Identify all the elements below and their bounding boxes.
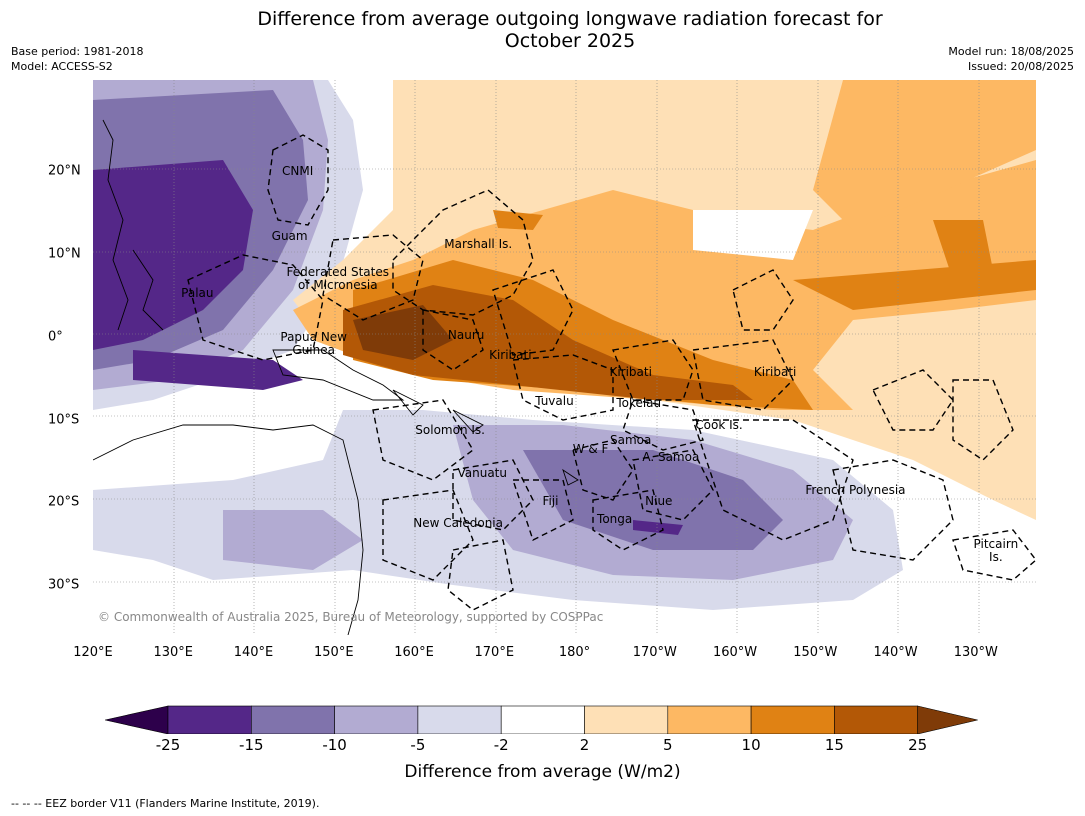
longitude-tick: 170°W xyxy=(632,645,677,660)
colorbar-tick: -15 xyxy=(239,736,264,754)
colorbar-segment xyxy=(500,705,585,734)
region-label: Tuvalu xyxy=(535,393,574,408)
region-label: Guinea xyxy=(292,343,335,358)
longitude-tick: 120°E xyxy=(73,645,113,660)
region-label: Marshall Is. xyxy=(444,237,513,251)
colorbar-tick: -25 xyxy=(155,736,181,754)
colorbar-segment xyxy=(334,705,419,734)
latitude-tick: 10°S xyxy=(48,412,80,428)
colorbar-tick: 10 xyxy=(741,736,761,754)
issued-text: Issued: 20/08/2025 xyxy=(967,60,1074,73)
longitude-tick: 150°W xyxy=(793,645,838,660)
colorbar-segment xyxy=(584,705,669,734)
region-label: Samoa xyxy=(610,433,652,448)
longitude-tick: 160°E xyxy=(394,645,434,660)
region-label: A. Samoa xyxy=(642,449,700,464)
latitude-tick: 30°S xyxy=(48,577,80,593)
region-label: CNMI xyxy=(282,164,314,179)
region-label: Federated States xyxy=(286,265,389,280)
colorbar-tick: -2 xyxy=(493,736,509,754)
colorbar-over-triangle xyxy=(917,705,978,734)
longitude-tick: 140°E xyxy=(233,645,274,660)
colorbar-tick: -5 xyxy=(410,736,426,754)
longitude-tick: 170°E xyxy=(474,645,515,660)
colorbar-tick: 5 xyxy=(663,736,673,754)
colorbar-tick: -10 xyxy=(322,736,347,754)
colorbar-label: Difference from average (W/m2) xyxy=(404,762,681,782)
region-label: Nauru xyxy=(447,328,485,343)
colorbar-segment xyxy=(750,705,835,734)
region-label: Niue xyxy=(645,493,673,508)
title-line-2: October 2025 xyxy=(504,30,636,52)
longitude-tick: 160°W xyxy=(712,645,758,660)
colorbar-segment xyxy=(667,705,752,734)
region-label: Pitcairn xyxy=(973,536,1019,551)
model-run-text: Model run: 18/08/2025 xyxy=(948,45,1074,58)
longitude-tick: 130°W xyxy=(953,645,998,660)
positive-anomaly-shading xyxy=(293,80,1036,520)
meta-left: Base period: 1981-2018 Model: ACCESS-S2 xyxy=(11,44,143,74)
longitude-tick: 150°E xyxy=(314,645,354,660)
base-period-text: Base period: 1981-2018 xyxy=(11,45,144,58)
region-label: Is. xyxy=(989,550,1003,565)
eez-borders xyxy=(187,134,1036,611)
region-label: Kiribati xyxy=(489,348,532,362)
coastlines xyxy=(93,119,579,635)
region-label: Solomon Is. xyxy=(415,422,485,437)
colorbar-segment xyxy=(834,705,919,734)
forecast-map xyxy=(93,80,1036,635)
negative-anomaly-shading xyxy=(93,80,903,610)
colorbar-under-triangle xyxy=(105,705,169,734)
longitude-tick: 140°W xyxy=(873,645,918,660)
colorbar-tick: 15 xyxy=(824,736,844,754)
latitude-tick: 0° xyxy=(48,329,63,345)
colorbar-segment xyxy=(167,705,252,734)
region-label: Vanuatu xyxy=(457,466,507,481)
graticule xyxy=(93,80,1036,635)
region-label: Kiribati xyxy=(753,364,797,379)
region-label: Tokelau xyxy=(616,396,662,411)
latitude-tick: 20°S xyxy=(48,494,80,510)
region-label: Papua New xyxy=(280,329,347,344)
colorbar xyxy=(105,705,978,734)
colorbar-segment xyxy=(251,705,335,734)
latitude-tick: 10°N xyxy=(48,246,81,262)
longitude-tick: 130°E xyxy=(153,645,194,660)
region-label: of Micronesia xyxy=(297,278,378,293)
latitude-tick: 20°N xyxy=(48,163,81,179)
region-label: W & F xyxy=(572,441,609,456)
longitude-tick: 180° xyxy=(558,645,591,660)
region-label: Fiji xyxy=(542,493,559,508)
region-label: Tonga xyxy=(597,512,633,527)
region-label: French Polynesia xyxy=(805,483,906,498)
colorbar-tick: 25 xyxy=(908,736,928,754)
colorbar-tick: 2 xyxy=(579,736,590,754)
region-label: Guam xyxy=(271,228,308,243)
title-line-1: Difference from average outgoing longwav… xyxy=(257,8,883,30)
copyright-text: © Commonwealth of Australia 2025, Bureau… xyxy=(98,610,604,624)
region-label: Cook Is. xyxy=(695,417,743,432)
colorbar-segment xyxy=(417,705,502,734)
meta-right: Model run: 18/08/2025 Issued: 20/08/2025 xyxy=(948,44,1074,74)
region-label: New Caledonia xyxy=(413,516,504,531)
model-text: Model: ACCESS-S2 xyxy=(11,60,113,73)
eez-footnote: -- -- -- EEZ border V11 (Flanders Marine… xyxy=(11,797,320,810)
region-label: Kiribati xyxy=(609,364,652,379)
region-label: Palau xyxy=(181,285,214,300)
chart-title: Difference from average outgoing longwav… xyxy=(0,8,1085,52)
